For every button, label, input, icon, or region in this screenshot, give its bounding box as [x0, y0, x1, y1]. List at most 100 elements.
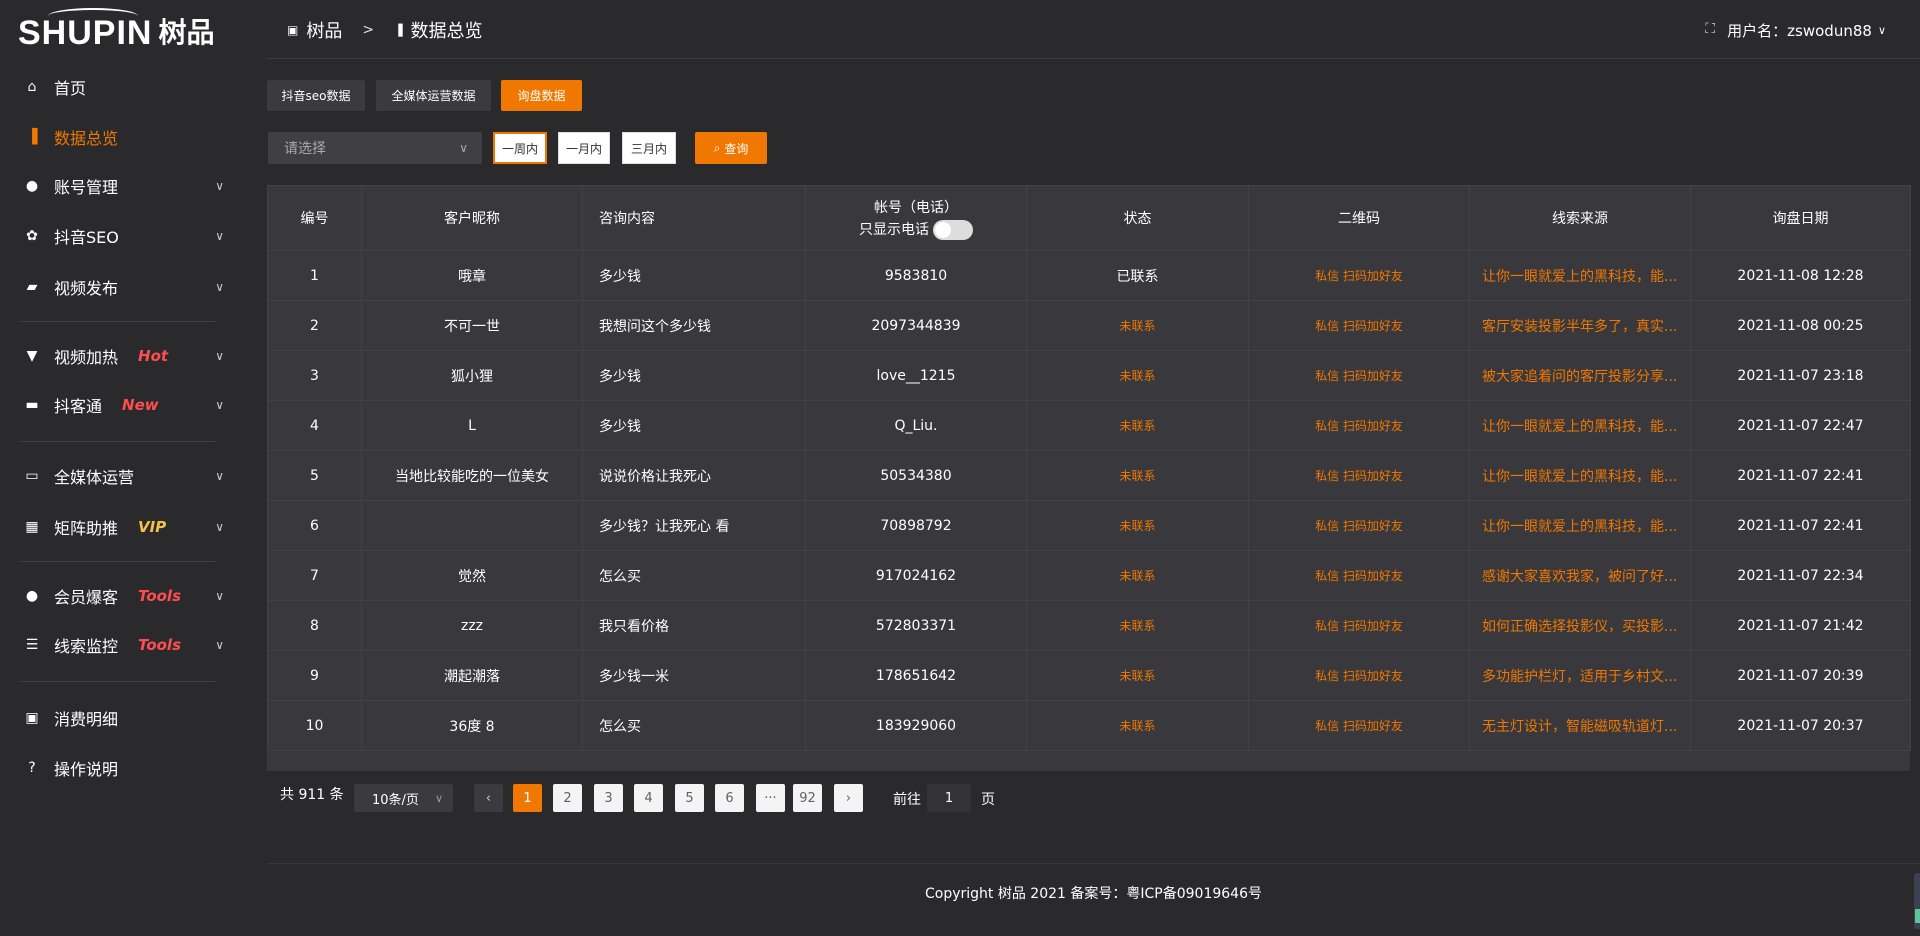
cell-source-link[interactable]: 让你一眼就爱上的黑科技，能...: [1469, 400, 1691, 451]
cell-id: 9: [267, 650, 362, 701]
cell-qrcode-link[interactable]: 私信 扫码加好友: [1248, 700, 1470, 751]
sidebar-item-3[interactable]: ✿ 抖音SEO ∨: [22, 218, 232, 254]
cell-qrcode-link[interactable]: 私信 扫码加好友: [1248, 300, 1470, 351]
page-button[interactable]: ···: [756, 784, 785, 812]
page-button[interactable]: 6: [715, 784, 744, 812]
cell-qrcode-link[interactable]: 私信 扫码加好友: [1248, 600, 1470, 651]
chevron-right-icon: ›: [845, 790, 852, 806]
sidebar-item-5[interactable]: ▼ 视频加热 Hot ∨: [22, 338, 232, 374]
page-button[interactable]: 92: [793, 784, 822, 812]
cell-date: 2021-11-07 23:18: [1690, 350, 1911, 401]
cell-qrcode-link[interactable]: 私信 扫码加好友: [1248, 400, 1470, 451]
cell-source-link[interactable]: 无主灯设计，智能磁吸轨道灯...: [1469, 700, 1691, 751]
user-icon: ●: [25, 588, 39, 604]
tab-all-media[interactable]: 全媒体运营数据: [376, 80, 491, 111]
cell-date: 2021-11-07 22:41: [1690, 450, 1911, 501]
prev-page-button[interactable]: ‹: [474, 784, 503, 812]
cell-source-link[interactable]: 多功能护栏灯，适用于乡村文...: [1469, 650, 1691, 701]
cell-content: 我想问这个多少钱: [582, 300, 806, 351]
chevron-down-icon: ∨: [215, 179, 224, 193]
cell-status: 已联系: [1026, 250, 1249, 301]
cell-status[interactable]: 未联系: [1026, 450, 1249, 501]
cell-source-link[interactable]: 让你一眼就爱上的黑科技，能...: [1469, 450, 1691, 501]
table-row: 1 哦章 多少钱 9583810 已联系 私信 扫码加好友 让你一眼就爱上的黑科…: [267, 250, 1911, 301]
side-widget-handle[interactable]: [1914, 873, 1920, 929]
footer-copyright: Copyright 树品 2021 备案号：粤ICP备09019646号: [925, 886, 1262, 902]
cell-content: 多少钱: [582, 350, 806, 401]
cell-status[interactable]: 未联系: [1026, 500, 1249, 551]
range-month-button[interactable]: 一月内: [558, 132, 610, 164]
sidebar-divider: [20, 561, 215, 562]
page-size-select[interactable]: 10条/页 ∨: [354, 784, 453, 812]
sidebar-item-8[interactable]: ▦ 矩阵助推 VIP ∨: [22, 509, 232, 545]
cell-source-link[interactable]: 让你一眼就爱上的黑科技，能...: [1469, 250, 1691, 301]
cell-source-link[interactable]: 感谢大家喜欢我家，被问了好...: [1469, 550, 1691, 601]
top-bar: ▣ 树品 > ▐ 数据总览 ⛶ 用户名：zswodun88 ∨: [267, 0, 1920, 59]
goto-page-input[interactable]: 1: [927, 784, 971, 812]
cell-date: 2021-11-08 12:28: [1690, 250, 1911, 301]
sidebar-item-11[interactable]: ▣ 消费明细: [22, 700, 232, 736]
cell-qrcode-link[interactable]: 私信 扫码加好友: [1248, 350, 1470, 401]
sidebar-item-2[interactable]: ● 账号管理 ∨: [22, 168, 232, 204]
cell-qrcode-link[interactable]: 私信 扫码加好友: [1248, 450, 1470, 501]
page-button[interactable]: 2: [553, 784, 582, 812]
tab-douyin-seo[interactable]: 抖音seo数据: [267, 80, 365, 111]
page-button[interactable]: 1: [513, 784, 542, 812]
cell-status[interactable]: 未联系: [1026, 300, 1249, 351]
sidebar-item-6[interactable]: ▬ 抖客通 New ∨: [22, 387, 232, 423]
cell-qrcode-link[interactable]: 私信 扫码加好友: [1248, 650, 1470, 701]
cell-source-link[interactable]: 如何正确选择投影仪，买投影...: [1469, 600, 1691, 651]
next-page-button[interactable]: ›: [834, 784, 863, 812]
sidebar-item-7[interactable]: ▭ 全媒体运营 ∨: [22, 458, 232, 494]
query-button[interactable]: ⌕ 查询: [695, 132, 767, 164]
cell-date: 2021-11-07 22:41: [1690, 500, 1911, 551]
range-3months-button[interactable]: 三月内: [622, 132, 676, 164]
sidebar-item-0[interactable]: ⌂ 首页: [22, 69, 232, 105]
cell-id: 4: [267, 400, 362, 451]
cell-content: 多少钱？让我死心 看: [582, 500, 806, 551]
page-button[interactable]: 4: [634, 784, 663, 812]
goto-label: 前往: [893, 792, 921, 808]
inquiry-table: 编号 客户昵称 咨询内容 帐号（电话） 只显示电话 状态 二维码 线索来源 询盘…: [267, 185, 1911, 771]
cell-source-link[interactable]: 让你一眼就爱上的黑科技，能...: [1469, 500, 1691, 551]
gear-icon: ✿: [26, 228, 38, 244]
cell-source-link[interactable]: 客厅安装投影半年多了，真实...: [1469, 300, 1691, 351]
cell-qrcode-link[interactable]: 私信 扫码加好友: [1248, 550, 1470, 601]
cell-qrcode-link[interactable]: 私信 扫码加好友: [1248, 250, 1470, 301]
billboard-icon: ▼: [26, 348, 38, 364]
sidebar-item-9[interactable]: ● 会员爆客 Tools ∨: [22, 578, 232, 614]
cell-id: 10: [267, 700, 362, 751]
phone-only-toggle[interactable]: [933, 219, 973, 240]
cell-date: 2021-11-08 00:25: [1690, 300, 1911, 351]
sidebar-divider: [20, 441, 215, 442]
cell-status[interactable]: 未联系: [1026, 550, 1249, 601]
cell-date: 2021-11-07 21:42: [1690, 600, 1911, 651]
cell-status[interactable]: 未联系: [1026, 600, 1249, 651]
cell-status[interactable]: 未联系: [1026, 700, 1249, 751]
page-button[interactable]: 3: [594, 784, 623, 812]
cell-nickname: zzz: [361, 600, 583, 651]
sidebar-item-label: 视频发布: [54, 279, 119, 298]
cell-status[interactable]: 未联系: [1026, 350, 1249, 401]
page-button[interactable]: 5: [675, 784, 704, 812]
cell-date: 2021-11-07 22:47: [1690, 400, 1911, 451]
range-week-button[interactable]: 一周内: [493, 132, 547, 164]
table-row: 5 当地比较能吃的一位美女 说说价格让我死心 50534380 未联系 私信 扫…: [267, 450, 1911, 501]
cell-content: 多少钱一米: [582, 650, 806, 701]
tab-inquiry[interactable]: 询盘数据: [501, 80, 582, 111]
header-nickname: 客户昵称: [361, 185, 583, 251]
sidebar-item-4[interactable]: ▰ 视频发布 ∨: [22, 269, 232, 305]
sidebar-item-label: 矩阵助推: [54, 519, 119, 538]
source-select[interactable]: 请选择 ∨: [268, 132, 482, 164]
chevron-down-icon: ∨: [215, 638, 224, 652]
cell-qrcode-link[interactable]: 私信 扫码加好友: [1248, 500, 1470, 551]
cell-source-link[interactable]: 被大家追着问的客厅投影分享...: [1469, 350, 1691, 401]
cell-status[interactable]: 未联系: [1026, 650, 1249, 701]
cell-status[interactable]: 未联系: [1026, 400, 1249, 451]
breadcrumb-root[interactable]: 树品: [306, 21, 343, 42]
fullscreen-icon[interactable]: ⛶: [1705, 21, 1715, 37]
sidebar-item-10[interactable]: ☰ 线索监控 Tools ∨: [22, 627, 232, 663]
sidebar-item-1[interactable]: ▐ 数据总览: [22, 119, 232, 155]
user-menu[interactable]: 用户名：zswodun88 ∨: [1727, 20, 1886, 41]
sidebar-item-12[interactable]: ? 操作说明: [22, 750, 232, 786]
